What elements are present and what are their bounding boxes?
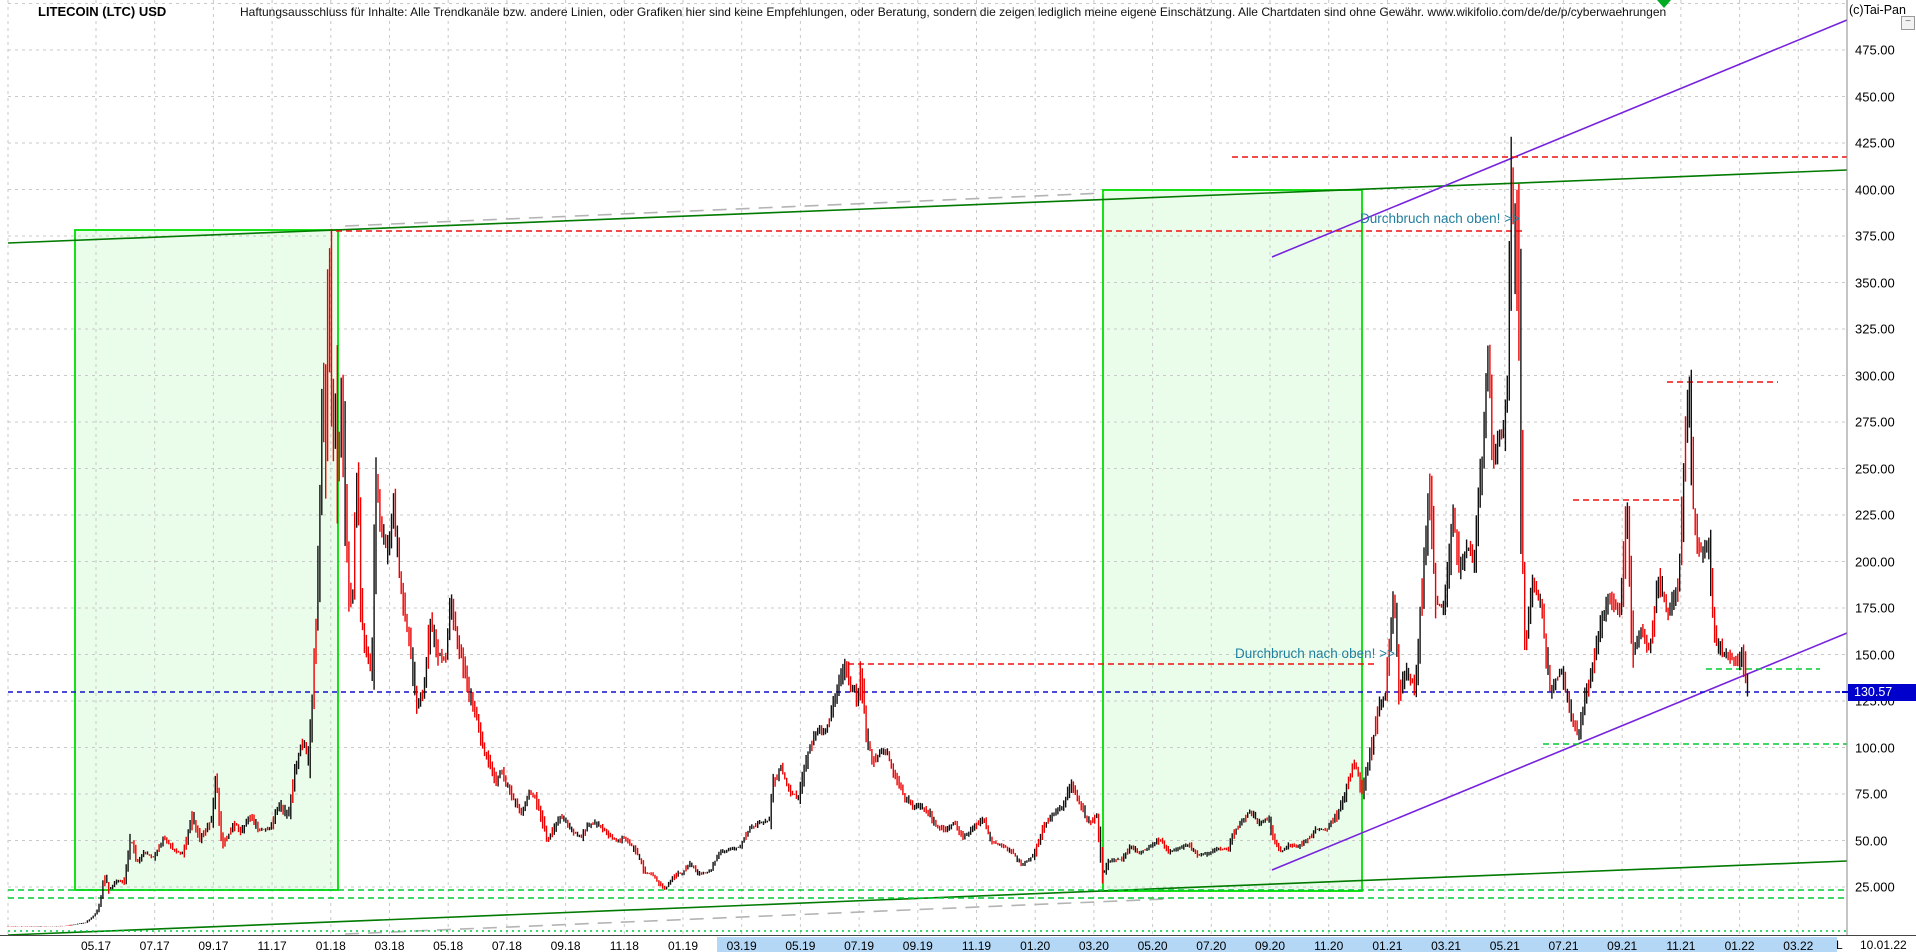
price-axis-label: 400.00 <box>1855 182 1895 197</box>
collapse-icon[interactable]: − <box>1901 16 1915 30</box>
timeline-date-label: 01.21 <box>1372 939 1403 952</box>
timeline-date-label: 03.19 <box>726 939 757 952</box>
timeline-date-label: 03.21 <box>1431 939 1462 952</box>
timeline-date-label: 11.18 <box>609 939 639 952</box>
price-axis-label: 50.00 <box>1855 833 1888 848</box>
timeline-l-marker: L <box>1836 938 1843 952</box>
price-axis-label: 300.00 <box>1855 368 1895 383</box>
timeline-date-label: 03.20 <box>1078 939 1109 952</box>
lower-channel-green <box>7 860 1848 936</box>
price-axis-label: 350.00 <box>1855 275 1895 290</box>
price-axis-label: 175.00 <box>1855 600 1895 616</box>
price-axis-label: 325.00 <box>1855 321 1895 337</box>
price-axis-label: 25.000 <box>1855 879 1895 895</box>
purple-channel-upper <box>1271 19 1848 258</box>
chart-title: LITECOIN (LTC) USD <box>38 4 167 19</box>
timeline-date-label: 05.21 <box>1489 939 1520 952</box>
price-axis-label: 200.00 <box>1855 554 1895 569</box>
price-axis-label: 475.00 <box>1855 42 1895 58</box>
timeline-date-label: 05.18 <box>433 939 464 952</box>
disclaimer-text: Haftungsausschluss für Inhalte: Alle Tre… <box>240 5 1667 19</box>
timeline-date-label: 01.19 <box>667 939 699 952</box>
price-axis-label: 150.00 <box>1855 647 1895 662</box>
timeline-date-label: 07.21 <box>1548 939 1579 952</box>
timeline-date-label: 09.17 <box>198 939 229 952</box>
timeline-date-label: 09.20 <box>1254 939 1286 952</box>
breakout-annotation-upper: Durchbruch nach oben! >> <box>1360 211 1520 226</box>
price-axis-label: 375.00 <box>1855 228 1895 244</box>
price-axis-label: 75.00 <box>1855 786 1888 802</box>
timeline-date-label: 03.18 <box>374 939 405 952</box>
price-axis-label: 450.00 <box>1855 89 1895 104</box>
price-axis-label: 100.00 <box>1855 740 1895 755</box>
purple-channel-lower <box>1271 632 1848 871</box>
timeline-date-label: 01.18 <box>315 939 346 952</box>
price-axis-label: 250.00 <box>1855 461 1895 476</box>
timeline-date-label: 05.17 <box>80 939 112 952</box>
brand-label: (c)Tai-Pan <box>1849 3 1906 17</box>
timeline-date-label: 03.22 <box>1783 939 1814 952</box>
price-axis-label: 425.00 <box>1855 135 1895 151</box>
timeline-date-label: 07.17 <box>139 939 170 952</box>
timeline-date-label: 09.21 <box>1607 939 1638 952</box>
trend-box-borders-layer <box>74 189 1363 892</box>
timeline-date-label: 07.18 <box>491 939 522 952</box>
breakout-annotation-lower: Durchbruch nach oben! >> <box>1235 646 1395 661</box>
price-axis-label: 225.00 <box>1855 507 1895 523</box>
timeline-date-label: 07.19 <box>844 939 875 952</box>
timeline-date-label: 11.19 <box>961 939 992 952</box>
price-bars-down <box>7 167 1747 927</box>
trend-boxes-layer <box>75 190 1362 891</box>
marker-layer <box>1657 0 1671 8</box>
last-date-label: 10.01.22 <box>1860 938 1907 952</box>
grid-layer <box>7 0 1847 935</box>
timeline-date-label: 11.21 <box>1666 939 1696 952</box>
timeline-strip[interactable]: 05.17 07.17 09.17 11.17 01.18 03.18 05.18 07.18… <box>0 935 1916 952</box>
timeline-date-label: 05.20 <box>1137 939 1168 952</box>
price-axis-label: 275.00 <box>1855 414 1895 430</box>
upper-gray-dashed <box>344 192 1105 227</box>
timeline-date-label: 09.18 <box>550 939 581 952</box>
timeline-date-label: 11.20 <box>1314 939 1344 952</box>
timeline-date-label: 05.19 <box>785 939 816 952</box>
last-price-badge: 130.57 <box>1842 684 1916 701</box>
trend-box-2020 <box>1103 190 1362 891</box>
timeline-date-label: 07.20 <box>1196 939 1227 952</box>
trendlines-layer <box>7 19 1848 936</box>
top-green-triangle <box>1657 0 1671 8</box>
timeline-date-label: 11.17 <box>257 939 287 952</box>
upper-channel-green <box>7 169 1848 244</box>
timeline-date-label: 09.19 <box>902 939 933 952</box>
timeline-date-label: 01.20 <box>1020 939 1051 952</box>
price-bars-up <box>15 136 1749 927</box>
price-bars-layer <box>7 136 1749 927</box>
timeline-selection[interactable] <box>717 937 1837 952</box>
timeline-date-label: 01.22 <box>1724 939 1755 952</box>
